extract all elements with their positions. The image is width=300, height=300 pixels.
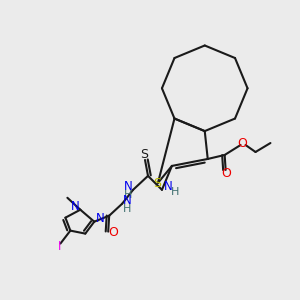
Text: N: N [71,200,80,213]
Text: H: H [171,187,179,197]
Text: O: O [222,167,232,180]
Text: N: N [123,194,131,207]
Text: N: N [96,212,105,225]
Text: S: S [140,148,148,161]
Text: S: S [153,177,161,190]
Text: N: N [164,180,172,193]
Text: O: O [238,136,248,149]
Text: O: O [108,226,118,239]
Text: H: H [123,204,131,214]
Text: I: I [58,240,61,253]
Text: N: N [124,180,133,193]
Text: H: H [124,190,132,200]
